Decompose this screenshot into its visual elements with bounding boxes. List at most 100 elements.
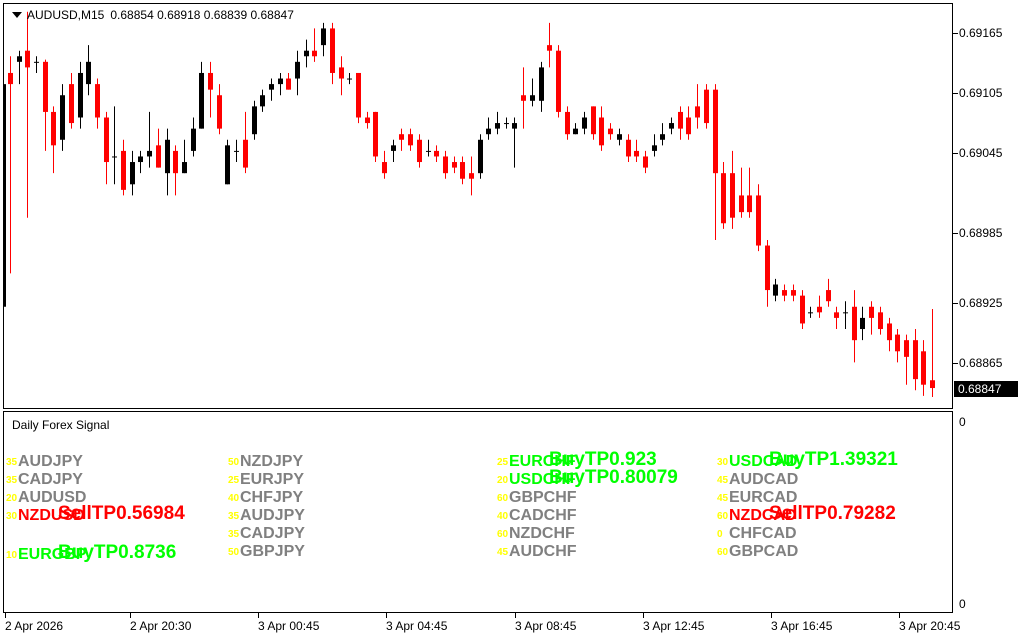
candle-body <box>869 306 874 318</box>
candle-body <box>591 106 596 135</box>
time-axis-label: 3 Apr 12:45 <box>643 619 705 633</box>
signal-pair: NZDUSD <box>18 507 85 524</box>
time-axis-tick <box>130 613 131 618</box>
signal-take-profit: SellTP0.56984 <box>58 503 185 524</box>
candle-body <box>660 134 665 140</box>
time-axis-tick <box>515 613 516 618</box>
candle-body <box>8 72 13 85</box>
chart-symbol: AUDUSD,M15 <box>27 8 105 22</box>
time-axis-label: 3 Apr 20:45 <box>899 619 961 633</box>
time-axis-tick <box>258 613 259 618</box>
candle-body <box>921 351 926 385</box>
signal-strength: 20 <box>6 493 18 504</box>
candle-body <box>199 72 204 129</box>
candle-body <box>521 95 526 101</box>
candle-body <box>373 111 378 157</box>
signal-take-profit: SellTP0.79282 <box>769 503 896 524</box>
candle-body <box>51 111 56 146</box>
candle-body <box>721 173 726 224</box>
signal-strength: 0 <box>717 529 723 540</box>
signal-pair: AUDJPY <box>240 507 305 524</box>
candle-body <box>904 340 909 357</box>
signal-pair: EURJPY <box>240 471 305 488</box>
signal-pair: CADJPY <box>240 525 305 542</box>
signal-pair: CADCHF <box>509 507 577 524</box>
price-axis-label: 0.68925 <box>959 296 1003 310</box>
candle-body <box>304 50 309 57</box>
indicator-axis-top: 0 <box>959 415 966 429</box>
signal-strength: 45 <box>497 547 509 558</box>
candle-body <box>365 117 370 124</box>
candle-body <box>913 340 918 380</box>
signal-take-profit: BuyTP0.8736 <box>58 542 177 563</box>
candle-body <box>530 95 535 101</box>
candle-body <box>147 150 152 157</box>
candle-body <box>17 56 22 62</box>
candle-body <box>704 89 709 124</box>
candle-body <box>756 195 761 246</box>
candle-body <box>225 145 230 185</box>
indicator-panel[interactable]: Daily Forex Signal 35 AUDJPY 35 CADJPY 20 AUD… <box>3 411 953 613</box>
candle-body <box>60 95 65 140</box>
candle-body <box>312 50 317 57</box>
candle-body <box>817 306 822 313</box>
candle-body <box>695 106 700 118</box>
candle-body <box>686 117 691 135</box>
signal-pair: USDCHF <box>509 471 576 488</box>
signal-pair: AUDCAD <box>729 471 799 488</box>
time-axis-tick <box>643 613 644 618</box>
price-axis-label: 0.68865 <box>959 356 1003 370</box>
candle-body <box>130 162 135 185</box>
candle-body <box>826 290 831 302</box>
candle-body <box>321 28 326 46</box>
chart-ohlc: 0.68854 0.68918 0.68839 0.68847 <box>110 8 294 22</box>
dropdown-arrow-icon[interactable] <box>12 12 22 18</box>
candle-body <box>930 380 935 389</box>
candle-body <box>617 134 622 140</box>
candle-body <box>165 139 170 174</box>
signal-strength: 60 <box>497 493 509 504</box>
candle-body <box>808 312 813 314</box>
candle-body <box>713 89 718 174</box>
candle-body <box>286 78 291 90</box>
time-axis-label: 2 Apr 2026 <box>5 619 64 633</box>
candle-body <box>104 117 109 163</box>
candle-body <box>208 72 213 90</box>
signal-pair: AUDCHF <box>509 543 577 560</box>
price-axis-tick <box>953 363 958 364</box>
candle-body <box>652 145 657 151</box>
candlestick-chart[interactable] <box>4 4 952 408</box>
candle-body <box>773 284 778 296</box>
time-axis-tick <box>899 613 900 618</box>
signal-pair: CADJPY <box>18 471 83 488</box>
candle-body <box>417 139 422 163</box>
signal-pair: NZDCAD <box>729 507 797 524</box>
candle-body <box>112 156 117 158</box>
current-price-label: 0.68847 <box>954 381 1018 397</box>
candle-body <box>443 156 448 174</box>
candle-body <box>782 290 787 296</box>
candle-body <box>478 139 483 174</box>
price-axis-tick <box>953 233 958 234</box>
candle-body <box>852 306 857 341</box>
candle-body <box>800 295 805 324</box>
signal-pair: GBPCAD <box>729 543 799 560</box>
time-axis-tick <box>771 613 772 618</box>
price-axis-tick <box>953 153 958 154</box>
candle-body <box>643 156 648 168</box>
candle-body <box>34 61 39 63</box>
candle-body <box>95 84 100 118</box>
candle-body <box>539 67 544 101</box>
candle-body <box>486 128 491 135</box>
signal-take-profit: BuyTP0.80079 <box>549 467 678 488</box>
candle-body <box>469 173 474 179</box>
candle-body <box>895 334 900 352</box>
candle-body <box>399 134 404 140</box>
price-axis-label: 0.69045 <box>959 146 1003 160</box>
candle-body <box>121 150 126 190</box>
signal-strength: 30 <box>717 457 729 468</box>
candle-body <box>860 317 865 330</box>
price-axis-label: 0.69105 <box>959 86 1003 100</box>
price-chart-panel[interactable]: AUDUSD,M15 0.68854 0.68918 0.68839 0.6884… <box>3 3 953 409</box>
candle-body <box>234 150 239 152</box>
